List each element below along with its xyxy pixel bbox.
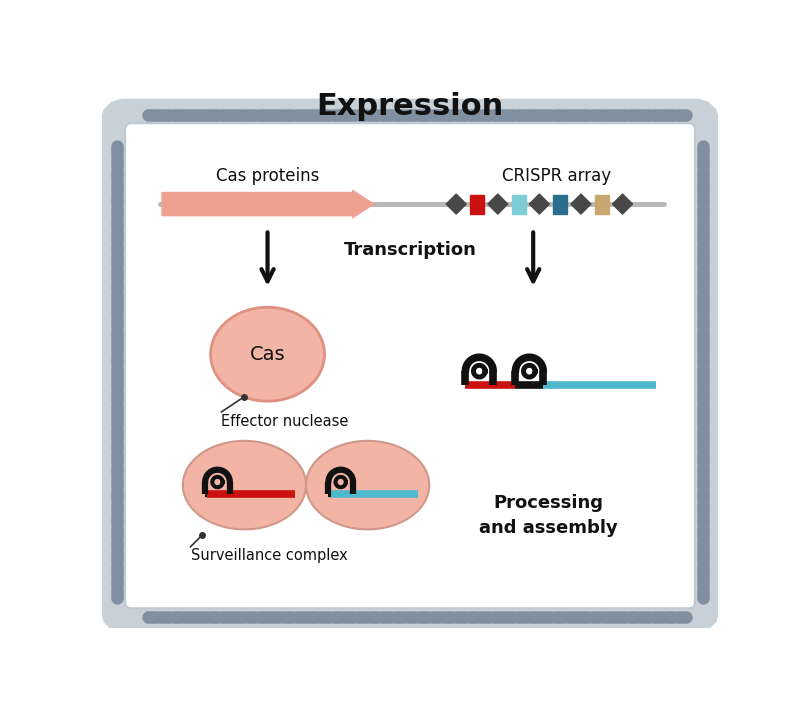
Bar — [594, 195, 609, 214]
Text: Processing
and assembly: Processing and assembly — [479, 494, 618, 537]
Text: Effector nuclease: Effector nuclease — [222, 414, 349, 429]
Ellipse shape — [306, 441, 430, 530]
Polygon shape — [523, 365, 535, 377]
Bar — [554, 195, 567, 214]
FancyBboxPatch shape — [125, 124, 695, 609]
Text: Cas: Cas — [250, 345, 286, 364]
Polygon shape — [212, 477, 222, 487]
Polygon shape — [613, 194, 633, 214]
Polygon shape — [530, 194, 550, 214]
Ellipse shape — [183, 441, 306, 530]
Ellipse shape — [210, 307, 325, 401]
Polygon shape — [335, 477, 346, 487]
Text: Expression: Expression — [316, 92, 504, 121]
FancyBboxPatch shape — [116, 114, 704, 618]
Text: CRISPR array: CRISPR array — [502, 167, 611, 184]
Polygon shape — [474, 365, 485, 377]
Text: Transcription: Transcription — [343, 241, 477, 259]
Bar — [470, 195, 484, 214]
Polygon shape — [446, 194, 466, 214]
Polygon shape — [571, 194, 591, 214]
Bar — [512, 195, 526, 214]
Text: Cas proteins: Cas proteins — [216, 167, 319, 184]
Text: Surveillance complex: Surveillance complex — [190, 549, 347, 563]
Polygon shape — [488, 194, 508, 214]
FancyArrow shape — [162, 190, 374, 218]
